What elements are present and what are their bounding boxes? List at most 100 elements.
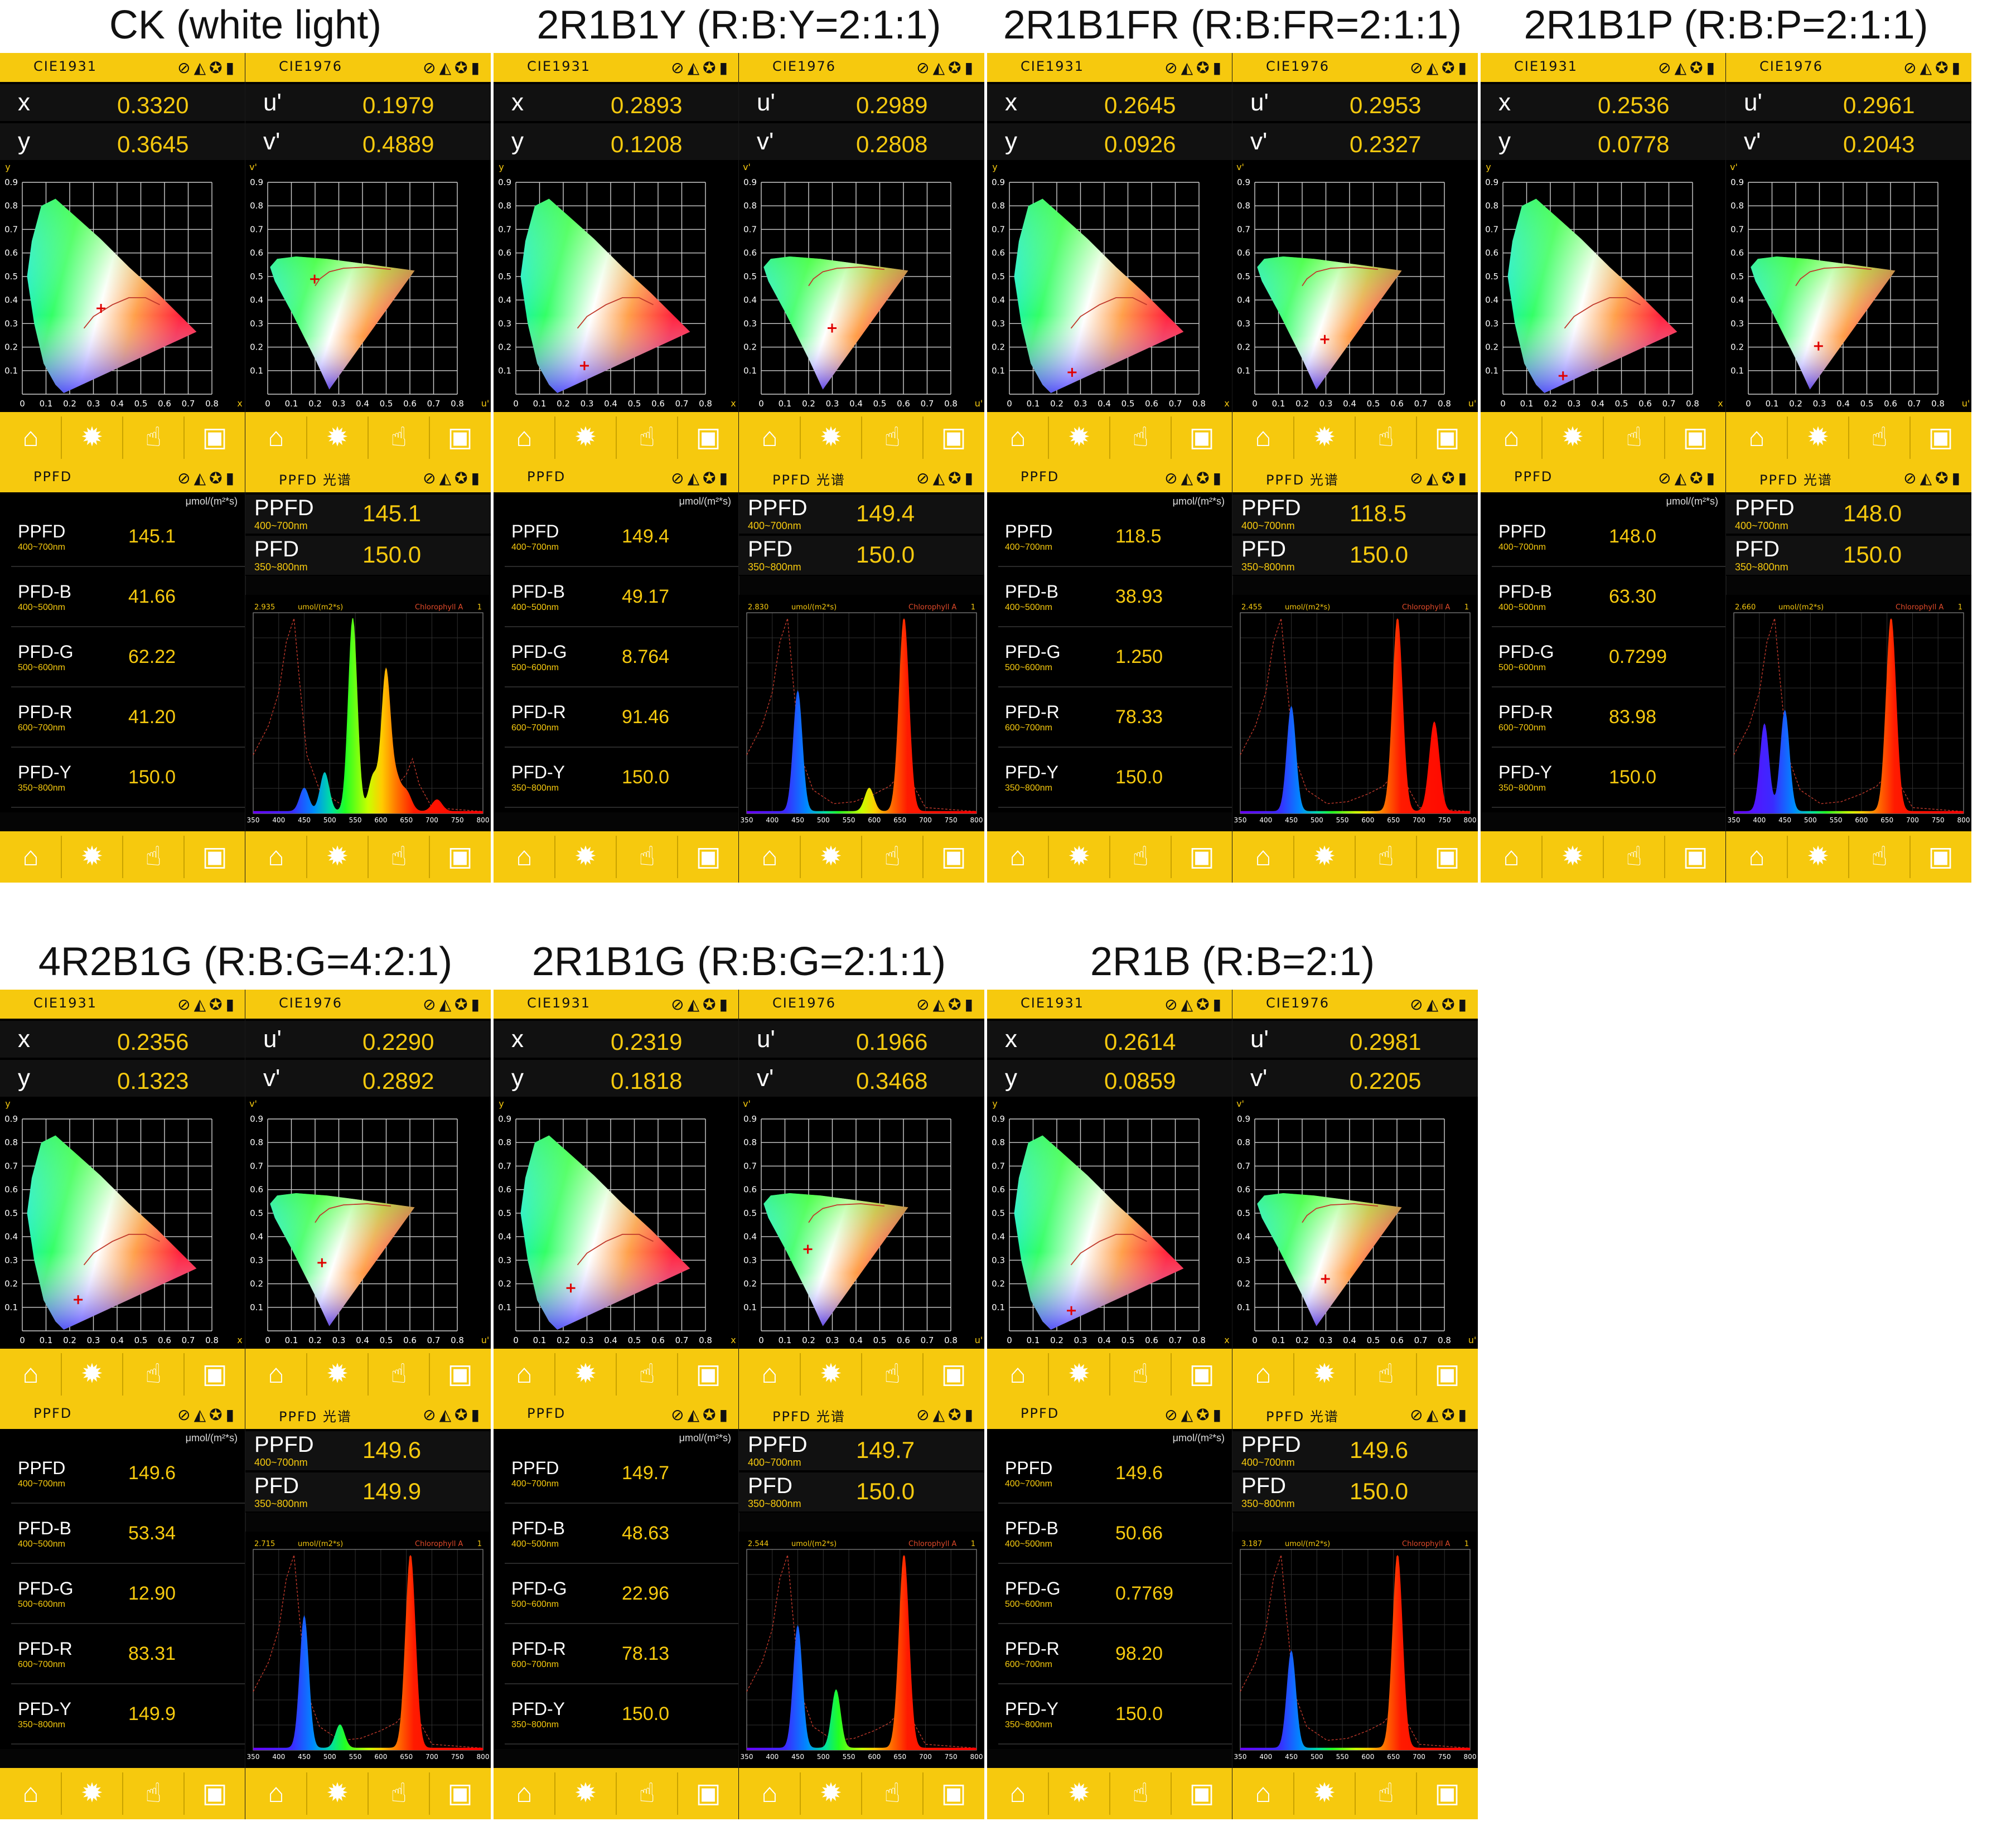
- home-icon[interactable]: ⌂: [268, 842, 284, 871]
- satellite-icon[interactable]: ⊘: [177, 1406, 194, 1423]
- mode-icon[interactable]: ◭: [1181, 59, 1197, 76]
- touch-icon[interactable]: ☝: [1626, 423, 1642, 452]
- home-icon[interactable]: ⌂: [22, 1359, 39, 1389]
- satellite-icon[interactable]: ⊘: [1410, 996, 1427, 1013]
- aperture-icon[interactable]: ✪: [703, 469, 719, 487]
- gear-icon[interactable]: ✹: [326, 1359, 349, 1389]
- aperture-icon[interactable]: ✪: [703, 59, 719, 76]
- satellite-icon[interactable]: ⊘: [1903, 59, 1920, 76]
- touch-icon[interactable]: ☝: [639, 423, 655, 452]
- touch-icon[interactable]: ☝: [1377, 1359, 1394, 1389]
- satellite-icon[interactable]: ⊘: [1164, 469, 1181, 487]
- aperture-icon[interactable]: ✪: [1690, 469, 1706, 487]
- mode-icon[interactable]: ◭: [687, 996, 703, 1013]
- aperture-icon[interactable]: ✪: [209, 1406, 226, 1423]
- save-icon[interactable]: ▣: [202, 423, 228, 452]
- satellite-icon[interactable]: ⊘: [177, 469, 194, 487]
- touch-icon[interactable]: ☝: [884, 1359, 901, 1389]
- save-icon[interactable]: ▣: [202, 1779, 228, 1808]
- mode-icon[interactable]: ◭: [687, 1406, 703, 1423]
- touch-icon[interactable]: ☝: [390, 1359, 407, 1389]
- satellite-icon[interactable]: ⊘: [177, 59, 194, 76]
- aperture-icon[interactable]: ✪: [1442, 996, 1458, 1013]
- aperture-icon[interactable]: ✪: [703, 996, 719, 1013]
- aperture-icon[interactable]: ✪: [948, 996, 965, 1013]
- satellite-icon[interactable]: ⊘: [1164, 996, 1181, 1013]
- save-icon[interactable]: ▣: [202, 1359, 228, 1389]
- gear-icon[interactable]: ✹: [80, 842, 104, 871]
- gear-icon[interactable]: ✹: [1067, 1359, 1091, 1389]
- aperture-icon[interactable]: ✪: [703, 1406, 719, 1423]
- aperture-icon[interactable]: ✪: [1442, 469, 1458, 487]
- mode-icon[interactable]: ◭: [439, 1406, 455, 1423]
- aperture-icon[interactable]: ✪: [948, 469, 965, 487]
- save-icon[interactable]: ▣: [1189, 423, 1215, 452]
- aperture-icon[interactable]: ✪: [1690, 59, 1706, 76]
- home-icon[interactable]: ⌂: [1503, 842, 1520, 871]
- mode-icon[interactable]: ◭: [439, 59, 455, 76]
- gear-icon[interactable]: ✹: [1313, 1779, 1336, 1808]
- mode-icon[interactable]: ◭: [1181, 469, 1197, 487]
- satellite-icon[interactable]: ⊘: [1164, 59, 1181, 76]
- satellite-icon[interactable]: ⊘: [1658, 59, 1675, 76]
- mode-icon[interactable]: ◭: [1181, 1406, 1197, 1423]
- home-icon[interactable]: ⌂: [761, 1779, 778, 1808]
- save-icon[interactable]: ▣: [1189, 1779, 1215, 1808]
- gear-icon[interactable]: ✹: [1806, 423, 1830, 452]
- mode-icon[interactable]: ◭: [439, 469, 455, 487]
- touch-icon[interactable]: ☝: [884, 842, 901, 871]
- save-icon[interactable]: ▣: [1434, 1779, 1460, 1808]
- aperture-icon[interactable]: ✪: [1196, 1406, 1213, 1423]
- save-icon[interactable]: ▣: [447, 423, 473, 452]
- home-icon[interactable]: ⌂: [1748, 423, 1765, 452]
- satellite-icon[interactable]: ⊘: [423, 1406, 439, 1423]
- aperture-icon[interactable]: ✪: [455, 996, 471, 1013]
- aperture-icon[interactable]: ✪: [1935, 469, 1952, 487]
- gear-icon[interactable]: ✹: [1313, 423, 1336, 452]
- save-icon[interactable]: ▣: [695, 423, 721, 452]
- touch-icon[interactable]: ☝: [1377, 1779, 1394, 1808]
- satellite-icon[interactable]: ⊘: [1410, 1406, 1427, 1423]
- satellite-icon[interactable]: ⊘: [916, 469, 933, 487]
- touch-icon[interactable]: ☝: [639, 1359, 655, 1389]
- touch-icon[interactable]: ☝: [639, 842, 655, 871]
- home-icon[interactable]: ⌂: [1009, 1779, 1026, 1808]
- home-icon[interactable]: ⌂: [1255, 842, 1272, 871]
- mode-icon[interactable]: ◭: [932, 996, 949, 1013]
- gear-icon[interactable]: ✹: [1561, 423, 1584, 452]
- mode-icon[interactable]: ◭: [932, 59, 949, 76]
- satellite-icon[interactable]: ⊘: [1410, 59, 1427, 76]
- touch-icon[interactable]: ☝: [1132, 1359, 1149, 1389]
- satellite-icon[interactable]: ⊘: [1903, 469, 1920, 487]
- save-icon[interactable]: ▣: [447, 842, 473, 871]
- mode-icon[interactable]: ◭: [1426, 469, 1442, 487]
- home-icon[interactable]: ⌂: [1503, 423, 1520, 452]
- save-icon[interactable]: ▣: [695, 1359, 721, 1389]
- aperture-icon[interactable]: ✪: [1196, 59, 1213, 76]
- satellite-icon[interactable]: ⊘: [177, 996, 194, 1013]
- home-icon[interactable]: ⌂: [22, 1779, 39, 1808]
- mode-icon[interactable]: ◭: [687, 59, 703, 76]
- home-icon[interactable]: ⌂: [22, 423, 39, 452]
- save-icon[interactable]: ▣: [695, 842, 721, 871]
- gear-icon[interactable]: ✹: [1067, 842, 1091, 871]
- mode-icon[interactable]: ◭: [1181, 996, 1197, 1013]
- save-icon[interactable]: ▣: [447, 1359, 473, 1389]
- satellite-icon[interactable]: ⊘: [423, 996, 439, 1013]
- satellite-icon[interactable]: ⊘: [1658, 469, 1675, 487]
- aperture-icon[interactable]: ✪: [948, 59, 965, 76]
- satellite-icon[interactable]: ⊘: [671, 469, 688, 487]
- satellite-icon[interactable]: ⊘: [1164, 1406, 1181, 1423]
- home-icon[interactable]: ⌂: [1255, 423, 1272, 452]
- mode-icon[interactable]: ◭: [439, 996, 455, 1013]
- satellite-icon[interactable]: ⊘: [916, 1406, 933, 1423]
- satellite-icon[interactable]: ⊘: [423, 59, 439, 76]
- home-icon[interactable]: ⌂: [268, 1779, 284, 1808]
- touch-icon[interactable]: ☝: [1871, 423, 1888, 452]
- aperture-icon[interactable]: ✪: [209, 59, 226, 76]
- gear-icon[interactable]: ✹: [574, 842, 597, 871]
- save-icon[interactable]: ▣: [1928, 423, 1954, 452]
- gear-icon[interactable]: ✹: [1313, 1359, 1336, 1389]
- mode-icon[interactable]: ◭: [1426, 1406, 1442, 1423]
- touch-icon[interactable]: ☝: [145, 1359, 162, 1389]
